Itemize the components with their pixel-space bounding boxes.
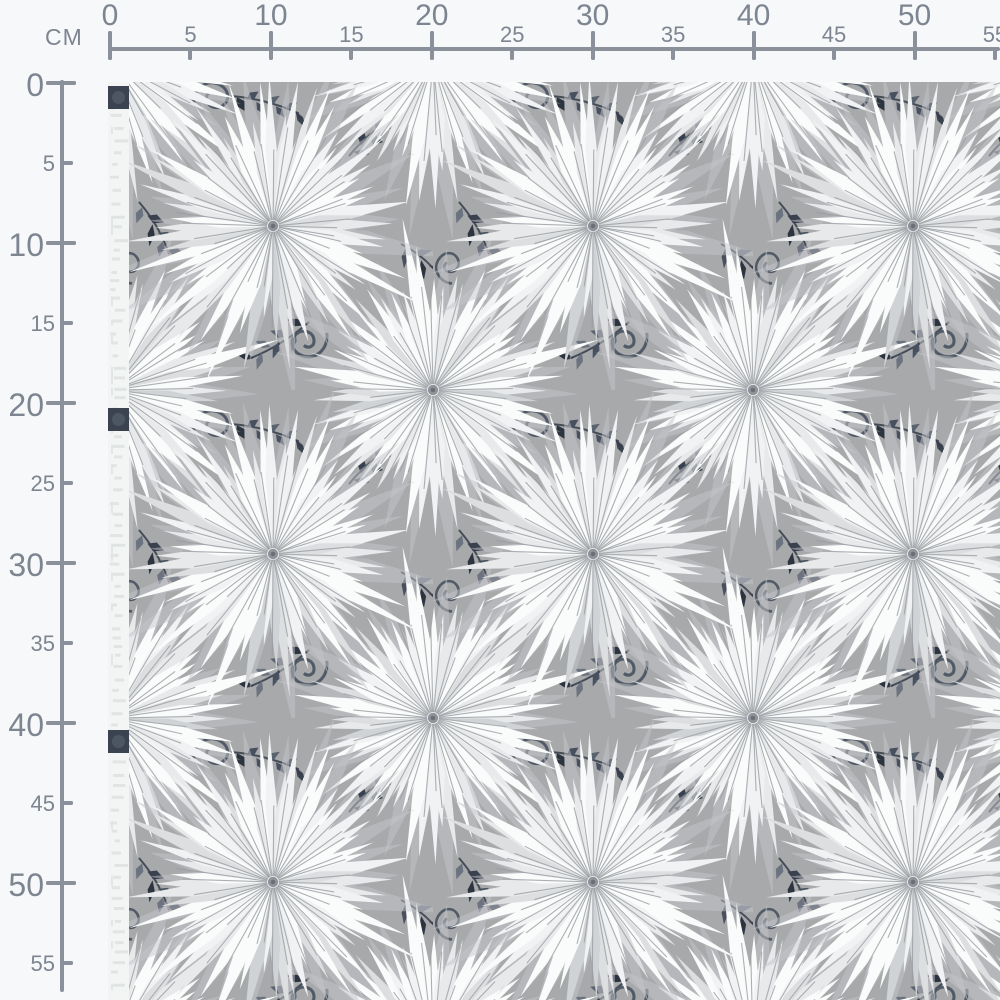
ruler-top-tick	[671, 47, 676, 60]
ruler-left-label: 15	[30, 311, 55, 336]
ruler-left-label: 10	[8, 227, 44, 263]
ruler-left-label: 5	[42, 151, 55, 176]
ruler-top-label: 0	[101, 0, 119, 32]
ruler-left-line	[60, 80, 64, 992]
ruler-left-label: 55	[30, 951, 55, 976]
ruler-left-tick	[62, 481, 73, 485]
ruler-left-label: 20	[8, 387, 44, 423]
ruler-left-tick	[46, 721, 76, 725]
ruler-top-tick	[429, 31, 434, 60]
selvage-repeat-mark	[108, 86, 129, 109]
ruler-left-tick	[46, 401, 76, 405]
ruler-top-tick	[751, 31, 756, 60]
ruler-top-tick	[912, 31, 917, 60]
selvage-repeat-mark	[108, 408, 129, 431]
ruler-top-line	[108, 47, 1000, 51]
ruler-top-tick	[188, 47, 193, 60]
ruler-top-label: 40	[736, 0, 771, 32]
ruler-top-label: 55	[982, 22, 1000, 47]
ruler-top-label: 20	[415, 0, 449, 32]
ruler-left-label: 25	[30, 471, 55, 496]
ruler-top-label: 25	[500, 22, 525, 47]
ruler-top-label: 45	[821, 22, 847, 47]
ruler-top-label: 5	[184, 22, 197, 47]
ruler-top-label: 30	[576, 0, 610, 32]
ruler-left-label: 0	[26, 67, 44, 103]
ruler-top-label: 15	[339, 22, 364, 47]
ruler-top-tick	[832, 47, 837, 60]
ruler-left-tick	[46, 561, 76, 565]
ruler-top-tick	[590, 31, 595, 60]
ruler-left-tick	[62, 801, 73, 805]
ruler-left-tick	[46, 881, 76, 885]
ruler-left-label: 50	[8, 867, 44, 903]
ruler-left-tick	[46, 241, 76, 245]
ruler-top-label: 35	[660, 22, 686, 47]
ruler-left-label: 30	[8, 547, 44, 583]
ruler-left-label: 35	[30, 631, 55, 656]
ruler-top-label: 10	[254, 0, 288, 32]
ruler-top-tick	[510, 47, 515, 60]
unit-label: CM	[45, 24, 83, 50]
ruler-top-label: 50	[897, 0, 932, 32]
fabric-swatch-image	[108, 82, 1000, 1000]
ruler-left-tick	[62, 321, 73, 325]
ruler-left-tick	[62, 641, 73, 645]
ruler-top-tick	[108, 31, 112, 60]
ruler-top-tick	[268, 31, 273, 60]
fabric-print	[108, 82, 1000, 1000]
ruler-top-tick	[992, 47, 997, 60]
ruler-left-label: 40	[8, 707, 44, 743]
ruler-left-tick	[62, 961, 73, 965]
ruler-left-label: 45	[30, 791, 55, 816]
ruler-top-tick	[349, 47, 354, 60]
selvage-repeat-mark	[108, 730, 129, 753]
selvage-strip	[108, 82, 129, 1000]
ruler-left-tick	[62, 161, 73, 165]
ruler-left-tick	[46, 81, 76, 85]
